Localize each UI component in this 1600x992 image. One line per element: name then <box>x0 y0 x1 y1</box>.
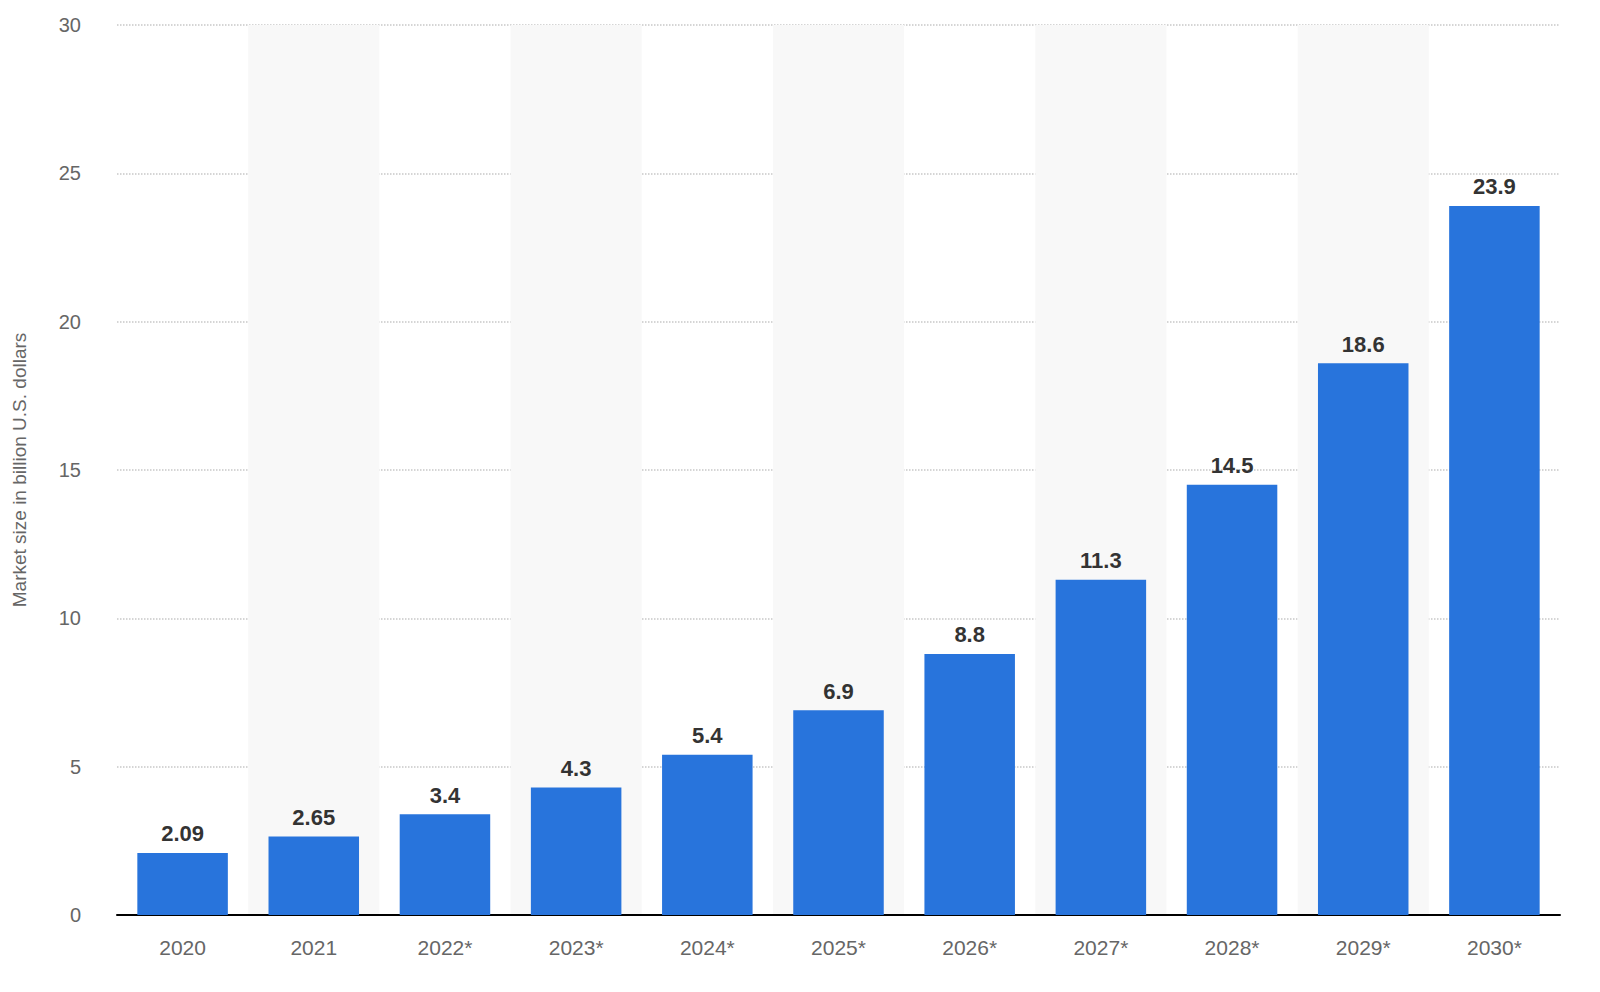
svg-text:6.9: 6.9 <box>823 679 854 704</box>
svg-text:0: 0 <box>70 904 81 926</box>
svg-text:2022*: 2022* <box>418 936 473 959</box>
svg-text:15: 15 <box>59 459 81 481</box>
svg-text:5: 5 <box>70 756 81 778</box>
svg-text:18.6: 18.6 <box>1342 332 1385 357</box>
svg-text:2030*: 2030* <box>1467 936 1522 959</box>
svg-text:5.4: 5.4 <box>692 723 723 748</box>
svg-text:10: 10 <box>59 607 81 629</box>
svg-text:14.5: 14.5 <box>1211 453 1254 478</box>
svg-text:25: 25 <box>59 162 81 184</box>
svg-text:2029*: 2029* <box>1336 936 1391 959</box>
svg-text:2024*: 2024* <box>680 936 735 959</box>
svg-text:2025*: 2025* <box>811 936 866 959</box>
svg-text:4.3: 4.3 <box>561 756 592 781</box>
svg-text:3.4: 3.4 <box>430 783 461 808</box>
svg-text:2027*: 2027* <box>1073 936 1128 959</box>
svg-text:11.3: 11.3 <box>1080 548 1122 573</box>
svg-text:2.09: 2.09 <box>161 821 204 846</box>
svg-text:Market size in billion U.S. do: Market size in billion U.S. dollars <box>9 333 30 608</box>
svg-text:2023*: 2023* <box>549 936 604 959</box>
svg-text:2020: 2020 <box>159 936 206 959</box>
svg-text:23.9: 23.9 <box>1473 174 1516 199</box>
svg-text:2021: 2021 <box>290 936 337 959</box>
svg-text:20: 20 <box>59 311 81 333</box>
svg-text:2028*: 2028* <box>1205 936 1260 959</box>
svg-text:2026*: 2026* <box>942 936 997 959</box>
svg-text:8.8: 8.8 <box>954 622 985 647</box>
svg-text:30: 30 <box>59 14 81 36</box>
svg-text:2.65: 2.65 <box>292 805 335 830</box>
